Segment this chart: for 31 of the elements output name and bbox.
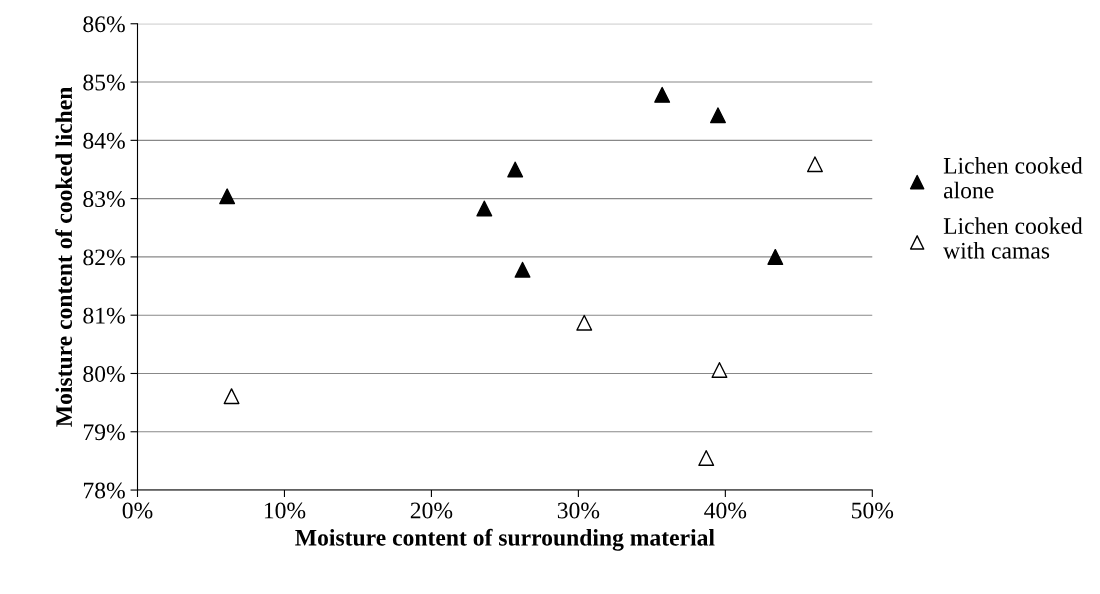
point — [219, 188, 236, 205]
y-tick-label: 80% — [83, 365, 125, 382]
point — [507, 161, 524, 178]
x-tick-label: 30% — [557, 502, 600, 519]
point — [710, 107, 726, 124]
point — [476, 200, 493, 217]
legend-label: Lichen cooked alone — [943, 157, 1083, 199]
x-axis-title: Moisture content of surrounding material — [295, 528, 715, 551]
y-tick-label: 83% — [83, 191, 125, 208]
y-tick-label: 82% — [83, 249, 125, 266]
point — [223, 388, 240, 405]
legend-label: Lichen cooked with camas — [943, 217, 1083, 259]
point — [698, 450, 715, 466]
x-tick-label: 50% — [852, 502, 894, 519]
y-tick-label: 85% — [83, 74, 125, 91]
y-axis-title: Moisture content of cooked lichen — [55, 86, 73, 427]
point — [807, 156, 823, 173]
x-tick-label: 20% — [410, 502, 453, 519]
point — [576, 314, 593, 331]
y-tick-label: 86% — [83, 16, 125, 33]
x-tick-label: 0% — [122, 502, 153, 519]
y-tick-label: 84% — [83, 132, 125, 149]
point — [654, 86, 671, 103]
y-tick-label: 78% — [83, 482, 125, 499]
point — [767, 248, 784, 265]
y-tick-label: 81% — [83, 307, 125, 324]
point — [514, 261, 531, 278]
x-tick-label: 40% — [704, 502, 747, 519]
x-tick-label: 10% — [264, 502, 306, 519]
point — [711, 362, 728, 378]
y-tick-label: 79% — [83, 424, 125, 441]
